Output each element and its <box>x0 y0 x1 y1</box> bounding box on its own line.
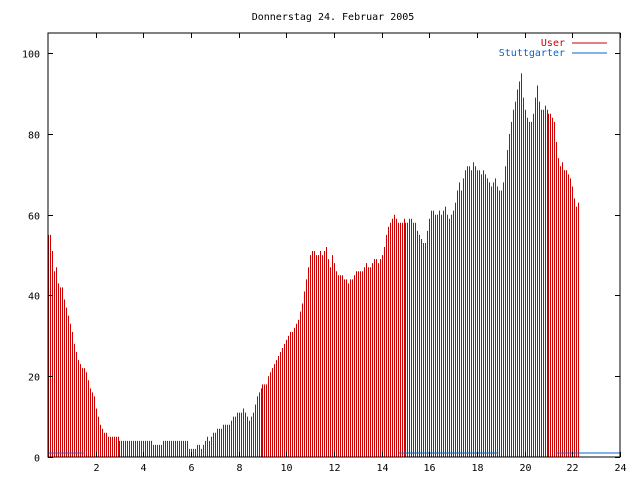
y-tick-label: 40 <box>28 292 40 303</box>
x-tick-label: 22 <box>566 463 578 474</box>
y-tick-label: 80 <box>28 131 40 142</box>
x-tick-label: 4 <box>140 463 146 474</box>
x-tick-label: 6 <box>188 463 194 474</box>
y-axis: 0 20 40 60 80 100 <box>22 50 620 465</box>
x-tick-label: 8 <box>236 463 242 474</box>
y-tick-label: 100 <box>22 50 40 61</box>
x-tick-label: 24 <box>614 463 626 474</box>
legend-label-user: User <box>541 38 565 49</box>
chart-title: Donnerstag 24. Februar 2005 <box>252 12 415 23</box>
x-tick-label: 18 <box>471 463 483 474</box>
legend: User Stuttgarter <box>499 38 607 59</box>
x-tick-label: 20 <box>519 463 531 474</box>
x-tick-label: 2 <box>93 463 99 474</box>
x-tick-label: 12 <box>328 463 340 474</box>
x-axis: 2 4 6 8 10 12 14 16 18 20 22 24 <box>93 33 627 474</box>
y-tick-label: 20 <box>28 373 40 384</box>
x-tick-label: 16 <box>423 463 435 474</box>
legend-label-stuttgarter: Stuttgarter <box>499 48 565 59</box>
x-tick-label: 14 <box>376 463 388 474</box>
x-tick-label: 10 <box>280 463 292 474</box>
y-tick-label: 60 <box>28 212 40 223</box>
user-bars <box>48 73 579 457</box>
y-tick-label: 0 <box>34 454 40 465</box>
